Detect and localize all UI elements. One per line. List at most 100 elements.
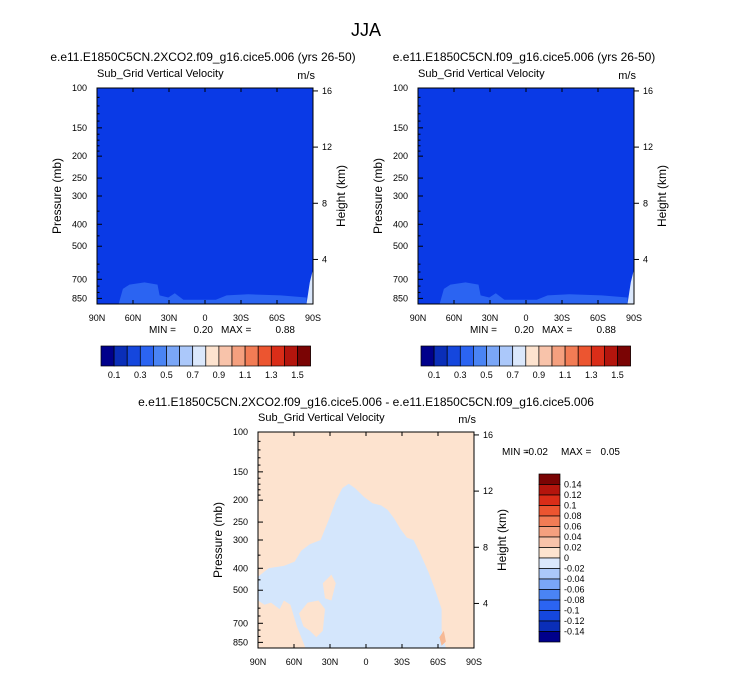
panel-left-xtick-label: 90N — [89, 313, 106, 323]
colorbar-label: -0.06 — [564, 585, 585, 595]
colorbar-label: 1.1 — [239, 370, 252, 380]
panel-right-y2tick-label: 8 — [643, 198, 648, 208]
panel-diff-ytick-label: 250 — [233, 517, 248, 527]
colorbar-swatch — [473, 345, 487, 367]
panel-left-y2tick-label: 4 — [322, 254, 327, 264]
panel-right-xtick-label: 60S — [590, 313, 606, 323]
panel-diff-ytick-label: 500 — [233, 585, 248, 595]
colorbar-swatch — [538, 505, 561, 517]
colorbar-label: -0.14 — [564, 627, 585, 637]
panel-left-field — [97, 88, 313, 304]
colorbar-swatch — [166, 345, 180, 367]
colorbar-label: 1.5 — [611, 370, 624, 380]
panel-right-ytick-label: 150 — [393, 123, 408, 133]
panel-right-ylabel: Pressure (mb) — [371, 158, 385, 234]
colorbar-swatch — [270, 345, 285, 367]
panels-group: 90N 60N 30N 0 30S 60S 90S100150200250300400500… — [50, 50, 669, 667]
colorbar-label: 1.5 — [291, 370, 304, 380]
colorbar-swatch — [113, 345, 128, 367]
colorbar-swatch — [126, 345, 141, 367]
colorbar-swatch — [538, 631, 561, 643]
colorbar-swatch — [538, 568, 561, 580]
panel-left-ytick-label: 850 — [72, 293, 87, 303]
colorbar-swatch — [538, 494, 561, 506]
colorbar-swatch — [459, 345, 474, 367]
panel-diff-ytick-label: 150 — [233, 467, 248, 477]
colorbar-label: -0.08 — [564, 595, 585, 605]
colorbar-horizontal: 0.1 0.3 0.5 0.7 0.9 1.1 1.3 1.5 0.1 0.3 0.5 0.7 0.9 1… — [100, 345, 631, 380]
colorbar-swatch — [590, 345, 605, 367]
panel-right-y2tick-label: 4 — [643, 254, 648, 264]
colorbar-label: 0.1 — [108, 370, 121, 380]
stats-max-label: MAX = — [542, 325, 572, 336]
stats-max-value: 0.88 — [276, 325, 296, 336]
panel-diff-y2tick-label: 8 — [483, 542, 488, 552]
panel-right-y2tick-label: 16 — [643, 86, 653, 96]
panel-left-units-label: m/s — [297, 70, 315, 82]
colorbar-swatch — [604, 345, 618, 367]
colorbar-label: 0.7 — [186, 370, 199, 380]
panel-left-xtick-label: 60N — [125, 313, 142, 323]
colorbar-label: 0 — [564, 553, 569, 563]
panel-right-y2tick-label: 12 — [643, 142, 653, 152]
colorbar-swatch — [538, 547, 561, 559]
panel-left-edge-patch — [306, 269, 313, 304]
panel-diff-ylabel: Pressure (mb) — [211, 502, 225, 578]
panel-right-low-patch — [439, 282, 628, 304]
colorbar-label: 1.1 — [559, 370, 572, 380]
colorbar-vertical: 0.140.120.10.080.060.040.020-0.02-0.04-0… — [538, 473, 585, 643]
panel-left-ytick-label: 250 — [72, 173, 87, 183]
colorbar-swatch — [486, 345, 500, 367]
colorbar-swatch — [538, 589, 561, 601]
stats-max-label: MAX = — [221, 325, 251, 336]
panel-right-edge-patch — [627, 269, 634, 304]
colorbar-swatch — [433, 345, 448, 367]
panel-diff-y2tick-label: 12 — [483, 486, 493, 496]
panel-diff-y2tick-label: 16 — [483, 430, 493, 440]
panel-diff: 90N 60N 30N 0 30S 60S 90S 100 150 200 250 300 400 500… — [138, 395, 620, 667]
stats-min-label: MIN = — [149, 325, 176, 336]
colorbar-swatch — [446, 345, 461, 367]
colorbar-swatch — [538, 620, 561, 632]
colorbar-label: 0.1 — [428, 370, 441, 380]
colorbar-swatch — [179, 345, 194, 367]
panel-left-stats: MIN = 0.20 MAX = 0.88 — [149, 325, 295, 336]
panel-right-field — [418, 88, 634, 304]
panel-left-xtick-label: 30S — [233, 313, 249, 323]
stats-min-label: MIN = — [470, 325, 497, 336]
panel-left-y2tick-label: 12 — [322, 142, 332, 152]
colorbar-label: 0.7 — [506, 370, 519, 380]
panel-right-ytick-label: 850 — [393, 293, 408, 303]
panel-left-ytick-label: 200 — [72, 151, 87, 161]
colorbar-swatch — [617, 345, 631, 367]
panel-right-ytick-label: 100 — [393, 83, 408, 93]
panel-right-ytick-label: 300 — [393, 191, 408, 201]
colorbar-label: 0.04 — [564, 532, 582, 542]
colorbar-label: 1.3 — [265, 370, 278, 380]
colorbar-swatch — [564, 345, 579, 367]
colorbar-swatch — [538, 484, 561, 496]
stats-min-label: MIN = — [502, 447, 529, 458]
panel-diff-xtick-label: 60S — [430, 657, 446, 667]
colorbar-swatch — [551, 345, 566, 367]
colorbar-swatch — [538, 515, 561, 527]
panel-diff-ytick-label: 300 — [233, 535, 248, 545]
panel-right-xtick-label: 0 — [523, 313, 528, 323]
panel-left-y2tick-label: 16 — [322, 86, 332, 96]
panel-diff-units-label: m/s — [458, 414, 476, 426]
colorbar-label: 0.14 — [564, 480, 582, 490]
colorbar-swatch — [538, 345, 553, 367]
panel-right-xtick-label: 30S — [554, 313, 570, 323]
panel-diff-xtick-label: 0 — [363, 657, 368, 667]
stats-min-value: -0.02 — [525, 447, 548, 458]
colorbar-swatch — [499, 345, 514, 367]
panel-right-field-label: Sub_Grid Vertical Velocity — [418, 68, 545, 80]
panel-left-field-label: Sub_Grid Vertical Velocity — [97, 68, 224, 80]
colorbar-label: -0.04 — [564, 574, 585, 584]
colorbar-swatch — [538, 578, 561, 590]
panel-diff-xtick-label: 30N — [322, 657, 339, 667]
panel-diff-ytick-label: 400 — [233, 563, 248, 573]
panel-diff-stats: MIN =-0.02 MAX = 0.05 — [502, 447, 620, 458]
panel-left-ytick-label: 700 — [72, 274, 87, 284]
